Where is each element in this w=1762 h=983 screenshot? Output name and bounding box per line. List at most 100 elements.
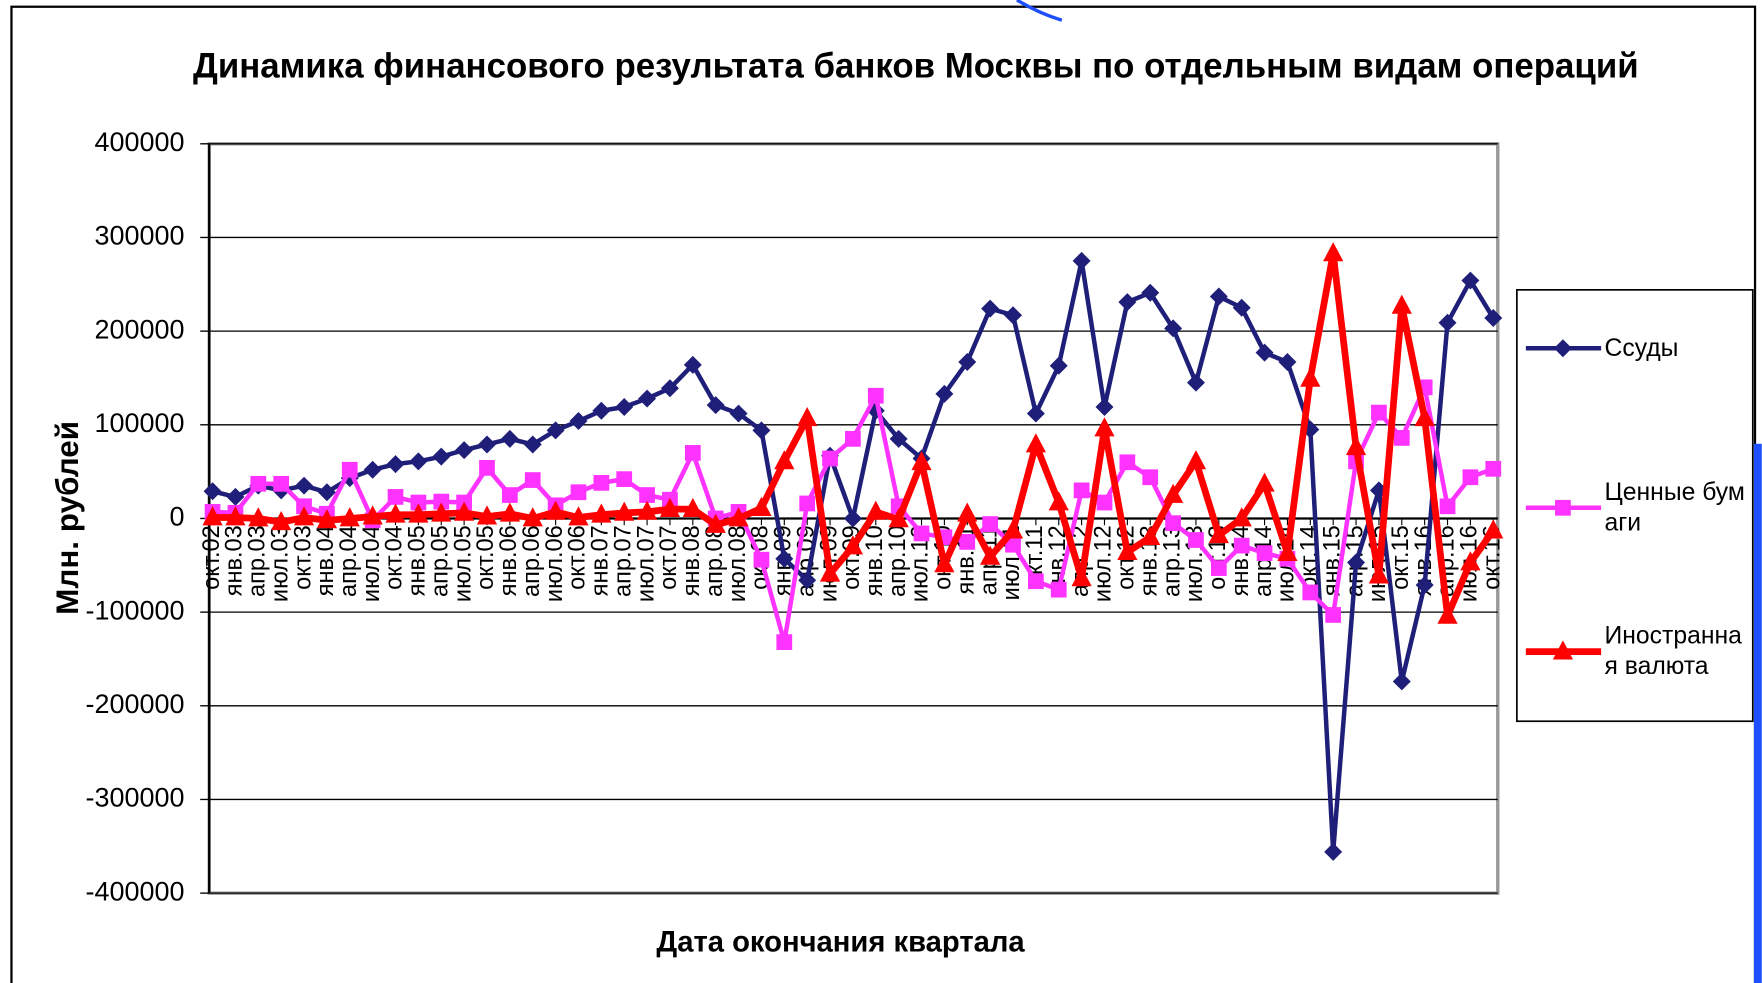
data-point: [1118, 293, 1137, 312]
x-tick-label: янв.05: [404, 525, 430, 596]
x-tick-label: окт.04: [381, 525, 407, 590]
data-point: [1231, 507, 1252, 527]
x-tick-label: окт.02: [198, 525, 224, 590]
data-point: [1461, 271, 1480, 290]
x-tick-label: апр.05: [426, 525, 452, 597]
data-point: [1439, 498, 1456, 515]
y-tick-label: 100000: [95, 408, 185, 438]
data-point: [1460, 551, 1481, 571]
x-tick-label: янв.06: [495, 525, 521, 596]
data-point: [636, 500, 658, 520]
data-point: [1005, 536, 1021, 553]
y-tick-label: -400000: [86, 876, 185, 906]
data-point: [386, 455, 405, 474]
data-point: [682, 497, 703, 517]
data-point: [752, 421, 771, 440]
data-point: [1256, 545, 1273, 561]
data-point: [728, 507, 749, 527]
legend-label-box: Ссуды: [1604, 333, 1679, 362]
x-tick-label: апр.08: [701, 525, 727, 597]
data-point: [842, 535, 864, 555]
x-tick-label: апр.13: [1158, 525, 1184, 597]
legend-label: Ценные бумаги: [1604, 477, 1745, 536]
data-point: [1188, 532, 1204, 548]
data-point: [545, 500, 566, 520]
x-tick-label: июл.03: [266, 525, 292, 602]
y-axis-label: Млн. рублей: [50, 421, 85, 615]
data-point: [867, 387, 884, 404]
data-point: [523, 435, 542, 454]
data-point: [1323, 242, 1344, 262]
data-point: [1437, 604, 1458, 624]
data-point: [248, 507, 269, 527]
data-point: [614, 501, 635, 521]
x-tick-label: апр.07: [609, 525, 635, 597]
data-point: [1484, 309, 1503, 328]
y-tick-label: -300000: [86, 783, 185, 813]
data-point: [888, 508, 909, 528]
data-point: [478, 435, 496, 454]
data-point: [1165, 515, 1181, 532]
data-point: [1094, 417, 1115, 437]
data-point: [615, 398, 634, 416]
x-tick-label: янв.08: [678, 525, 704, 596]
x-tick-label: апр.04: [335, 525, 361, 597]
data-point: [1119, 454, 1136, 471]
legend-label: Ссуды: [1604, 333, 1679, 362]
y-tick-label: -100000: [86, 595, 185, 625]
x-tick-label: янв.10: [861, 525, 887, 596]
data-point: [1347, 553, 1366, 572]
data-point: [225, 506, 246, 526]
data-point: [202, 506, 223, 526]
data-point: [935, 384, 954, 403]
data-point: [797, 407, 818, 427]
data-point: [1371, 404, 1387, 421]
data-point: [363, 460, 382, 479]
data-point: [1483, 519, 1504, 539]
x-tick-label: янв.03: [221, 525, 247, 596]
x-tick-label: июл.06: [541, 525, 567, 602]
data-point: [546, 421, 565, 440]
chart-title: Динамика финансового результата банков М…: [193, 46, 1639, 86]
data-point: [1278, 353, 1297, 372]
data-point: [1485, 460, 1502, 477]
data-point: [1142, 469, 1159, 486]
data-point: [203, 482, 222, 501]
data-point: [981, 299, 1000, 318]
data-point: [819, 562, 841, 582]
data-point: [1117, 540, 1138, 561]
data-point: [296, 498, 312, 515]
data-point: [683, 355, 702, 374]
data-point: [499, 502, 520, 522]
data-point: [775, 549, 794, 568]
data-point: [1254, 472, 1275, 492]
data-point: [799, 495, 816, 512]
x-tick-label: июл.08: [724, 525, 750, 602]
data-point: [433, 493, 450, 510]
y-tick-label: 300000: [95, 221, 185, 251]
x-tick-label: июл.05: [449, 525, 475, 602]
data-point: [1073, 482, 1090, 499]
data-point: [591, 503, 612, 523]
data-point: [293, 506, 315, 526]
y-tick-label: 0: [169, 502, 184, 532]
data-point: [1162, 483, 1184, 503]
data-point: [1026, 404, 1045, 423]
data-point: [226, 487, 245, 506]
data-point: [1048, 491, 1069, 511]
data-point: [1210, 560, 1227, 576]
data-point: [317, 483, 336, 502]
data-point: [774, 450, 795, 470]
data-point: [500, 429, 519, 448]
data-point: [1462, 469, 1479, 486]
data-point: [316, 509, 338, 529]
data-point: [776, 634, 793, 650]
data-point: [660, 379, 679, 398]
data-point: [387, 489, 404, 505]
data-point: [729, 404, 748, 423]
data-point: [684, 445, 701, 461]
data-point: [616, 471, 633, 487]
data-point: [455, 441, 474, 460]
data-point: [1391, 294, 1412, 314]
y-tick-label: 200000: [95, 314, 185, 344]
